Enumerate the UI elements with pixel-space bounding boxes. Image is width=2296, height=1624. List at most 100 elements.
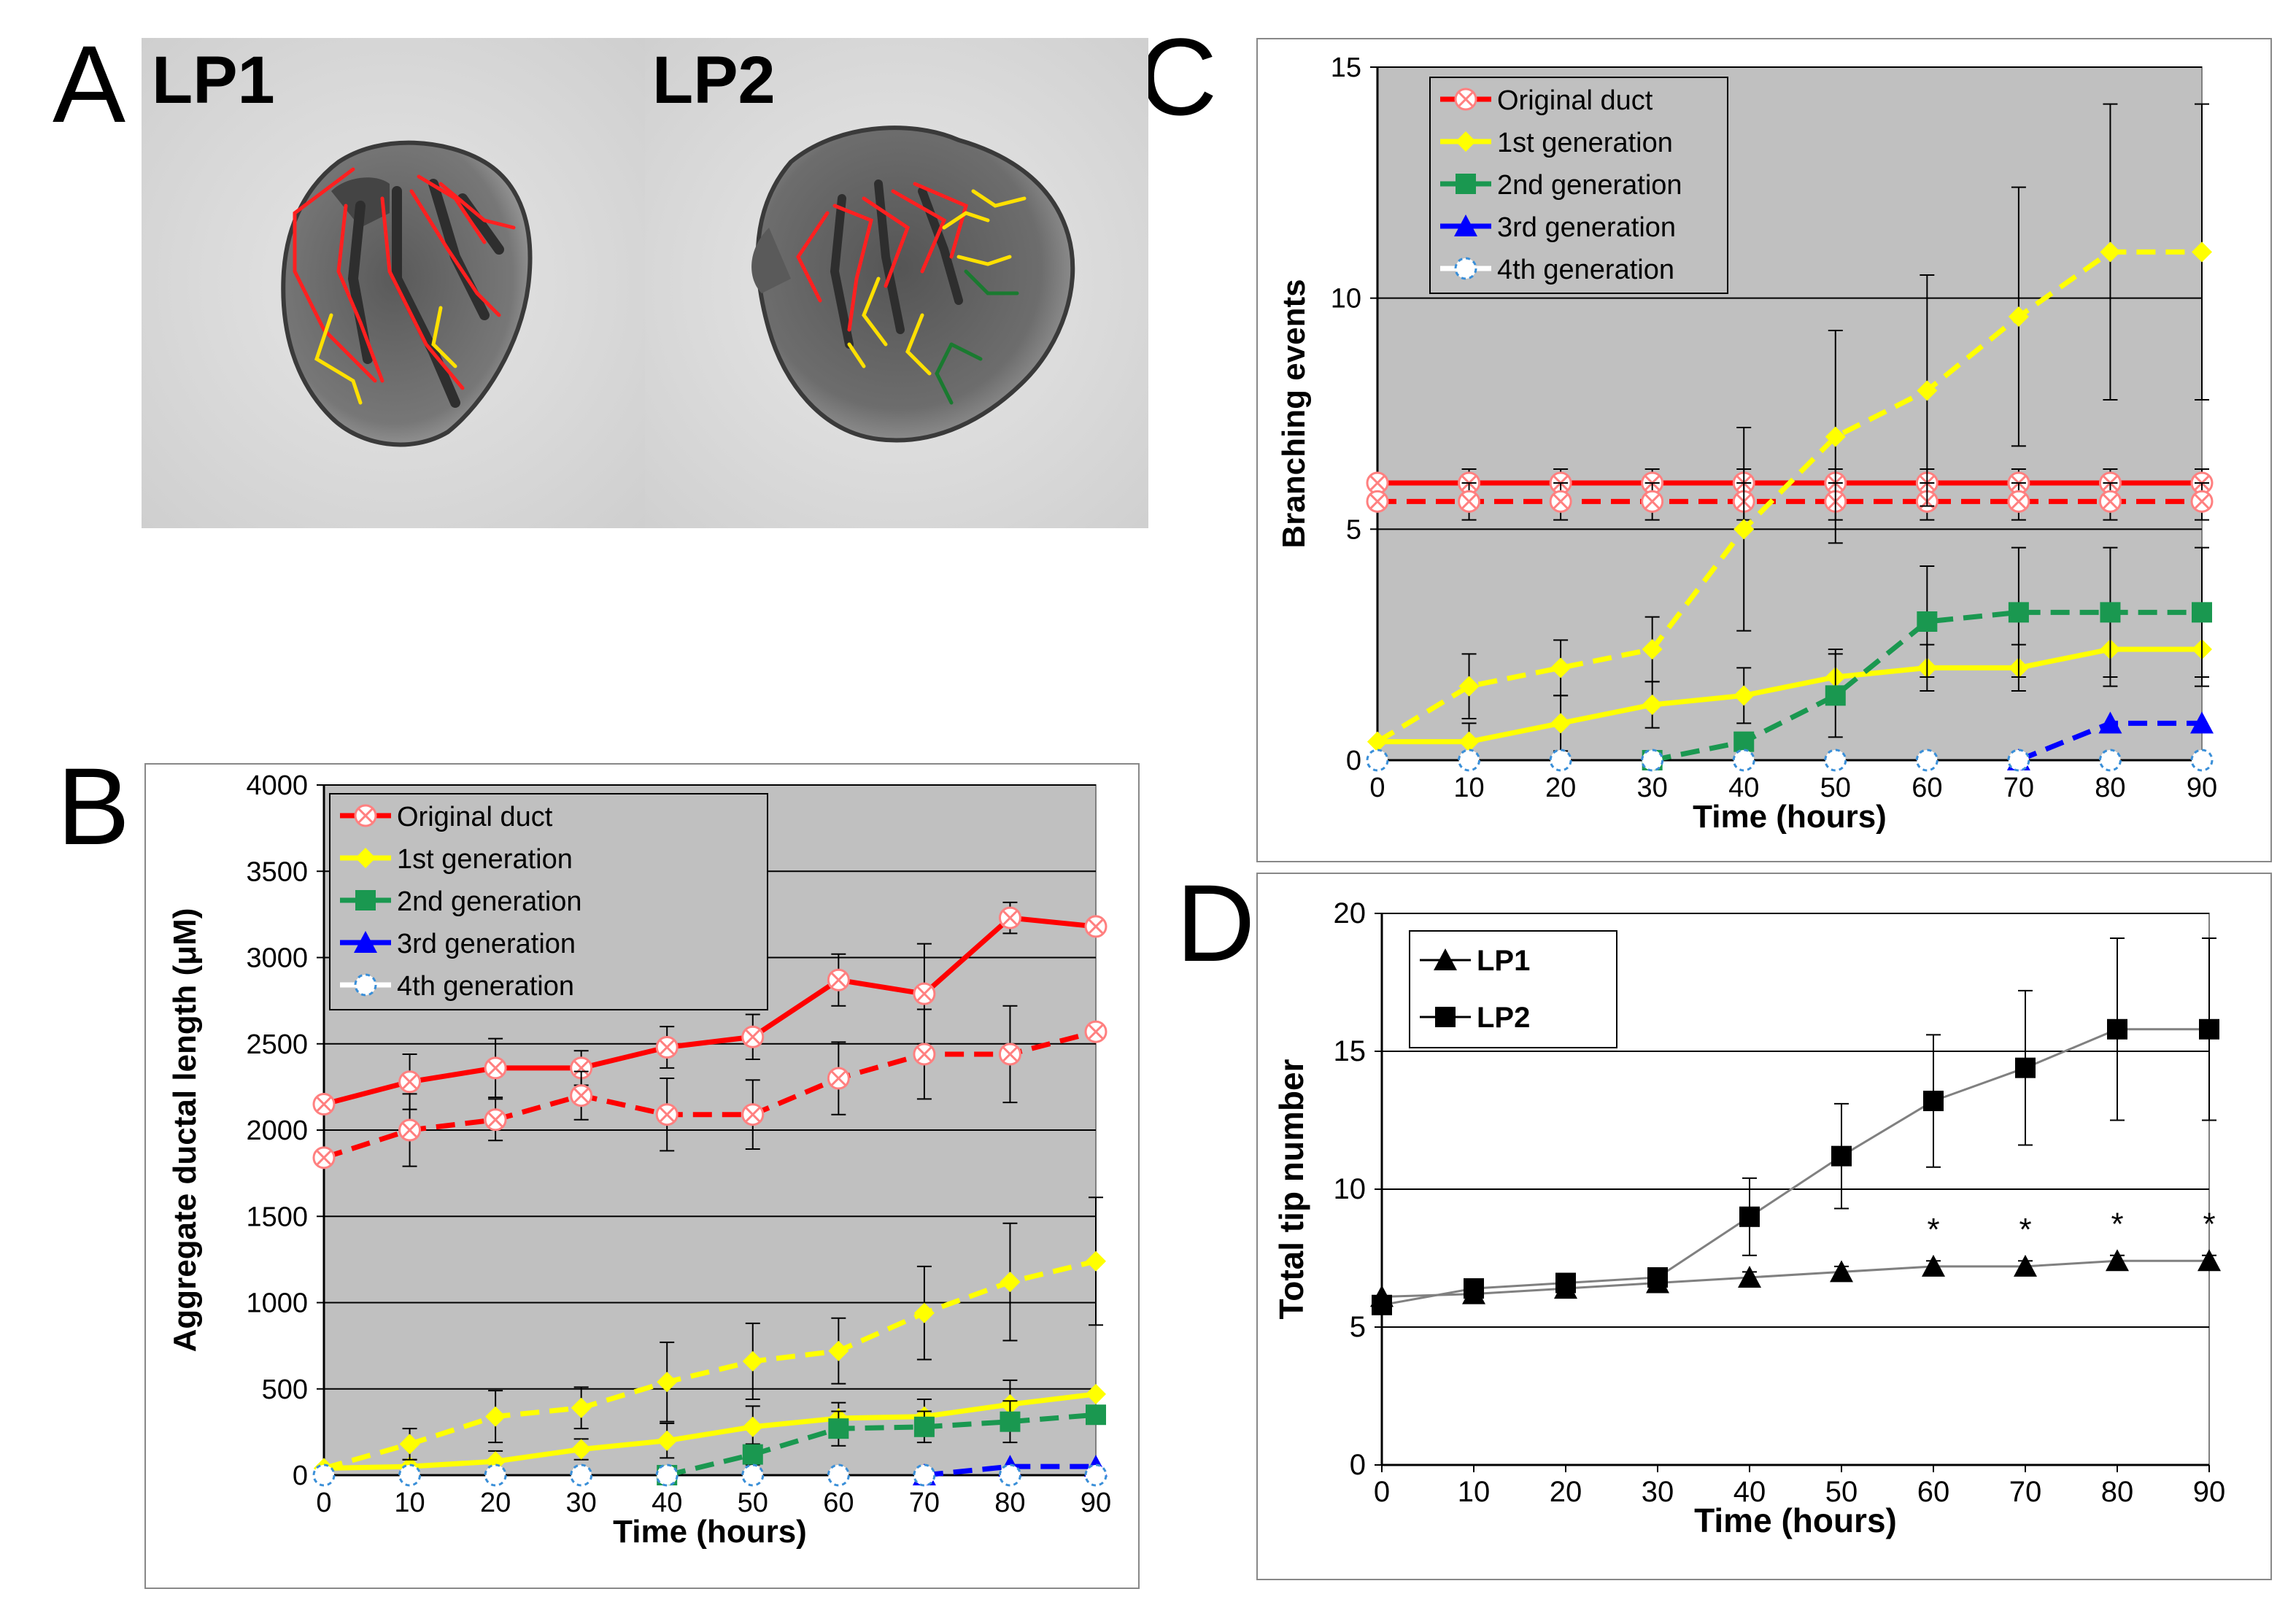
point-C-2-2 [1550, 713, 1572, 734]
point-C-6-4 [1732, 749, 1755, 772]
point-C-3-2 [1550, 657, 1572, 678]
y-tick-label-D-0: 0 [1350, 1449, 1366, 1481]
point-B-1-6 [827, 1067, 850, 1090]
point-D-0-5 [1830, 1260, 1853, 1283]
micrograph-lp1-image [142, 38, 645, 528]
series-line-C-2 [1377, 646, 2202, 745]
legend-marker-C-0 [1454, 88, 1477, 111]
x-tick-label-D-8: 80 [2101, 1476, 2134, 1508]
y-tick-label-B-3: 1500 [246, 1202, 308, 1232]
y-tick-label-B-6: 3000 [246, 943, 308, 974]
y-tick-label-C-1: 5 [1346, 514, 1361, 545]
point-B-0-6 [827, 968, 850, 991]
series-line-C-3 [1376, 249, 2202, 744]
point-C-0-0 [1366, 471, 1389, 495]
series-B-6 [312, 1463, 1108, 1487]
point-B-0-4 [655, 1035, 679, 1059]
series-D-1 [1372, 937, 2219, 1315]
x-tick-label-C-1: 10 [1453, 773, 1484, 803]
y-axis-title-B: Aggregate ductal length (μM) [167, 908, 203, 1353]
series-line-B-2 [323, 1391, 1097, 1472]
point-C-6-1 [1458, 749, 1481, 772]
x-tick-label-B-5: 50 [738, 1488, 768, 1518]
legend-label-B-3: 3rd generation [397, 929, 576, 959]
x-tick-labels-D: 0 10 20 30 40 50 60 70 80 90 [1374, 1465, 2225, 1508]
x-tick-label-C-4: 40 [1728, 773, 1759, 803]
point-D-0-6 [1922, 1254, 1945, 1277]
point-D-1-8 [2107, 1018, 2127, 1040]
point-C-3-7 [2008, 306, 2029, 327]
point-B-4-7 [913, 1416, 935, 1437]
point-C-4-5 [1825, 685, 1846, 706]
point-B-3-4 [657, 1372, 678, 1393]
point-B-0-5 [741, 1025, 765, 1048]
x-axis-title-C: Time (hours) [1693, 799, 1887, 835]
y-tick-labels-D: 0 5 10 15 20 [1334, 897, 1382, 1481]
point-D-1-3 [1647, 1267, 1668, 1288]
point-C-6-6 [1915, 749, 1939, 772]
point-B-0-1 [398, 1070, 422, 1094]
point-B-0-7 [913, 982, 936, 1005]
point-C-3-0 [1367, 731, 1388, 752]
point-B-6-2 [484, 1463, 507, 1487]
y-tick-label-B-1: 500 [262, 1374, 308, 1405]
x-tick-label-C-5: 50 [1820, 773, 1851, 803]
point-C-2-3 [1642, 695, 1663, 715]
point-B-1-8 [998, 1043, 1021, 1066]
point-D-1-5 [1831, 1145, 1852, 1167]
series-B-1 [312, 1005, 1108, 1169]
legend-marker-C-3 [1454, 214, 1477, 236]
x-tick-label-D-4: 40 [1733, 1476, 1766, 1508]
x-tick-label-C-7: 70 [2003, 773, 2034, 803]
point-D-1-0 [1372, 1294, 1392, 1315]
panel-letter-d: D [1176, 862, 1256, 984]
point-B-3-3 [571, 1397, 592, 1418]
point-B-4-6 [828, 1418, 849, 1439]
y-tick-label-D-2: 10 [1334, 1173, 1367, 1205]
annotation-D-3: * [2203, 1206, 2215, 1242]
legend-marker-B-2 [355, 890, 376, 910]
y-tick-label-B-4: 2000 [246, 1115, 308, 1146]
y-tick-labels-C: 0 5 10 15 [1331, 53, 1377, 776]
x-axis-title-D: Time (hours) [1694, 1501, 1897, 1539]
point-D-0-4 [1738, 1265, 1761, 1288]
point-B-1-2 [484, 1108, 507, 1132]
legend-marker-B-0 [354, 804, 377, 827]
legend-label-B-1: 1st generation [397, 844, 573, 875]
point-B-1-5 [741, 1103, 765, 1126]
point-C-1-8 [2098, 490, 2122, 513]
point-C-1-9 [2190, 490, 2214, 513]
y-tick-label-C-3: 15 [1331, 53, 1361, 83]
x-axis-title-B: Time (hours) [613, 1514, 807, 1550]
point-C-2-1 [1458, 731, 1480, 752]
y-tick-label-D-4: 20 [1334, 897, 1367, 929]
x-tick-label-B-3: 30 [566, 1488, 597, 1518]
point-B-3-8 [1000, 1272, 1021, 1293]
point-C-1-1 [1458, 490, 1481, 513]
y-axis-title-C: Branching events [1276, 279, 1312, 548]
point-B-4-9 [1086, 1404, 1106, 1426]
x-tick-label-D-0: 0 [1374, 1476, 1390, 1508]
x-tick-label-C-0: 0 [1369, 773, 1385, 803]
point-C-4-7 [2008, 602, 2029, 623]
point-C-6-0 [1366, 749, 1389, 772]
point-C-4-6 [1917, 611, 1938, 632]
point-B-6-0 [312, 1463, 336, 1487]
point-B-1-7 [913, 1043, 936, 1066]
x-tick-label-D-9: 90 [2193, 1476, 2226, 1508]
point-B-6-9 [1084, 1463, 1108, 1487]
micrograph-lp1: LP1 [142, 38, 645, 528]
x-tick-label-C-6: 60 [1912, 773, 1942, 803]
point-C-3-3 [1642, 639, 1663, 660]
point-B-1-4 [655, 1103, 679, 1126]
chart-b-aggregate-ductal-length: 0 500 1000 1500 2000 2500 3000 3500 4000 0 10 20 30 4… [144, 763, 1140, 1589]
series-B-4 [657, 1400, 1106, 1485]
legend-label-C-0: Original duct [1497, 85, 1653, 116]
point-C-3-1 [1458, 676, 1480, 697]
y-tick-labels-B: 0 500 1000 1500 2000 2500 3000 3500 4000 [246, 770, 324, 1491]
legend-marker-D-0 [1434, 948, 1457, 970]
point-C-6-9 [2190, 749, 2214, 772]
x-tick-labels-B: 0 10 20 30 40 50 60 70 80 90 [316, 1475, 1111, 1518]
point-C-3-4 [1733, 519, 1755, 540]
legend-label-C-2: 2nd generation [1497, 170, 1682, 201]
